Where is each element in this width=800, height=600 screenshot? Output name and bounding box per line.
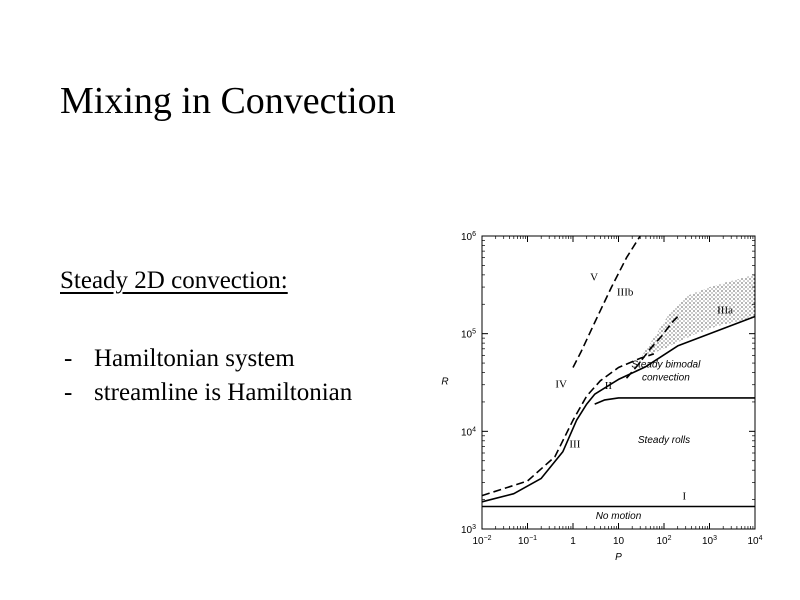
plot-frame bbox=[481, 235, 756, 530]
regime-label: IIIb bbox=[617, 287, 634, 299]
region-label: Steady rolls bbox=[638, 435, 690, 446]
x-axis-label: P bbox=[615, 552, 622, 563]
shaded-region-bimodal bbox=[640, 274, 755, 359]
x-tick-label: 10−2 bbox=[472, 535, 491, 547]
regime-label: III bbox=[569, 439, 580, 451]
series-line-dashed bbox=[481, 353, 655, 497]
x-tick-label: 103 bbox=[702, 535, 717, 547]
bullet-text: streamline is Hamiltonian bbox=[94, 379, 353, 406]
slide-title: Mixing in Convection bbox=[60, 80, 396, 122]
regime-diagram-figure: 10−2 10−1 1 10 102 103 104 103 104 105 106 P R I II III… bbox=[425, 222, 800, 600]
regime-label: II bbox=[605, 380, 613, 392]
bullet-text: Hamiltonian system bbox=[94, 345, 295, 372]
x-tick-label: 10−1 bbox=[518, 535, 537, 547]
region-label: convection bbox=[642, 373, 690, 384]
regime-diagram-chart: 10−2 10−1 1 10 102 103 104103104105106PRIIIIII… bbox=[441, 231, 762, 563]
regime-label: IV bbox=[555, 379, 567, 391]
bullet-dash: - bbox=[64, 345, 73, 372]
bullet-dash: - bbox=[64, 379, 73, 406]
y-tick-label: 105 bbox=[461, 329, 476, 341]
x-tick-label: 1 bbox=[570, 536, 576, 547]
y-tick-label: 104 bbox=[461, 426, 476, 438]
slide-subtitle: Steady 2D convection: bbox=[60, 267, 288, 294]
series-line-solid bbox=[481, 315, 756, 503]
x-tick-label: 104 bbox=[747, 535, 762, 547]
regime-label: IIIa bbox=[717, 305, 733, 317]
bullet-list: - Hamiltonian system - streamline is Hamil… bbox=[64, 342, 352, 410]
y-axis-label: R bbox=[441, 377, 448, 388]
x-tick-label: 10 bbox=[613, 536, 625, 547]
bullet-item: - Hamiltonian system bbox=[64, 342, 352, 376]
bullet-item: - streamline is Hamiltonian bbox=[64, 376, 352, 410]
y-tick-label: 106 bbox=[461, 231, 476, 243]
y-tick-label: 103 bbox=[461, 524, 476, 536]
region-label: Steady bimodal bbox=[631, 360, 701, 371]
regime-label: V bbox=[590, 272, 598, 284]
series-line-solid bbox=[594, 397, 755, 405]
region-label: No motion bbox=[596, 511, 642, 522]
series-line-dashed bbox=[572, 235, 641, 368]
series-line-dashed bbox=[625, 315, 679, 379]
x-tick-label: 102 bbox=[656, 535, 671, 547]
regime-label: I bbox=[683, 491, 687, 503]
